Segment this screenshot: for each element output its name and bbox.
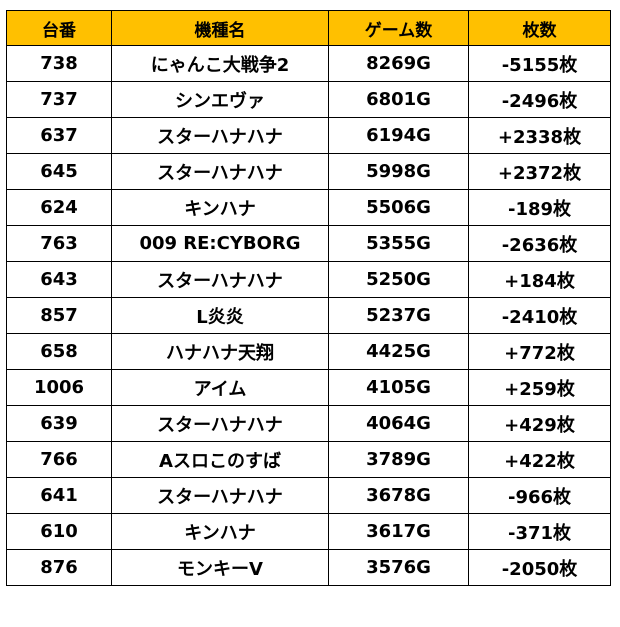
- game-count-cell: 5998G: [328, 153, 469, 190]
- unit-number-cell: 624: [6, 189, 112, 226]
- coin-difference-cell: +429枚: [468, 405, 611, 442]
- table-row: 766 Aスロこのすば 3789G +422枚: [6, 441, 611, 478]
- unit-number-cell: 610: [6, 513, 112, 550]
- game-count-cell: 5506G: [328, 189, 469, 226]
- table-row: 738 にゃんこ大戦争2 8269G -5155枚: [6, 45, 611, 82]
- unit-number-cell: 658: [6, 333, 112, 370]
- table-row: 641 スターハナハナ 3678G -966枚: [6, 477, 611, 514]
- unit-number-cell: 643: [6, 261, 112, 298]
- coin-difference-cell: -2410枚: [468, 297, 611, 334]
- header-coin-difference: 枚数: [468, 10, 611, 46]
- game-count-cell: 8269G: [328, 45, 469, 82]
- model-name-cell: スターハナハナ: [111, 153, 329, 190]
- header-model-name: 機種名: [111, 10, 329, 46]
- game-count-cell: 4425G: [328, 333, 469, 370]
- game-count-cell: 5250G: [328, 261, 469, 298]
- model-name-cell: スターハナハナ: [111, 261, 329, 298]
- model-name-cell: 009 RE:CYBORG: [111, 225, 329, 262]
- coin-difference-cell: -371枚: [468, 513, 611, 550]
- model-name-cell: モンキーV: [111, 549, 329, 586]
- model-name-cell: ハナハナ天翔: [111, 333, 329, 370]
- game-count-cell: 3678G: [328, 477, 469, 514]
- unit-number-cell: 1006: [6, 369, 112, 406]
- unit-number-cell: 766: [6, 441, 112, 478]
- header-row: 台番 機種名 ゲーム数 枚数: [6, 10, 611, 46]
- model-name-cell: スターハナハナ: [111, 477, 329, 514]
- table-row: 658 ハナハナ天翔 4425G +772枚: [6, 333, 611, 370]
- coin-difference-cell: +2338枚: [468, 117, 611, 154]
- model-name-cell: スターハナハナ: [111, 405, 329, 442]
- table-row: 637 スターハナハナ 6194G +2338枚: [6, 117, 611, 154]
- table-row: 737 シンエヴァ 6801G -2496枚: [6, 81, 611, 118]
- coin-difference-cell: +259枚: [468, 369, 611, 406]
- coin-difference-cell: +184枚: [468, 261, 611, 298]
- model-name-cell: スターハナハナ: [111, 117, 329, 154]
- game-count-cell: 5237G: [328, 297, 469, 334]
- model-name-cell: Aスロこのすば: [111, 441, 329, 478]
- table-row: 876 モンキーV 3576G -2050枚: [6, 549, 611, 586]
- table-row: 643 スターハナハナ 5250G +184枚: [6, 261, 611, 298]
- table-row: 624 キンハナ 5506G -189枚: [6, 189, 611, 226]
- table-row: 1006 アイム 4105G +259枚: [6, 369, 611, 406]
- coin-difference-cell: -189枚: [468, 189, 611, 226]
- table-body: 738 にゃんこ大戦争2 8269G -5155枚 737 シンエヴァ 6801G -2496…: [6, 45, 611, 586]
- game-count-cell: 5355G: [328, 225, 469, 262]
- model-name-cell: キンハナ: [111, 513, 329, 550]
- model-name-cell: にゃんこ大戦争2: [111, 45, 329, 82]
- unit-number-cell: 857: [6, 297, 112, 334]
- coin-difference-cell: -966枚: [468, 477, 611, 514]
- model-name-cell: L炎炎: [111, 297, 329, 334]
- game-count-cell: 4064G: [328, 405, 469, 442]
- unit-number-cell: 763: [6, 225, 112, 262]
- table-row: 763 009 RE:CYBORG 5355G -2636枚: [6, 225, 611, 262]
- unit-number-cell: 737: [6, 81, 112, 118]
- coin-difference-cell: +2372枚: [468, 153, 611, 190]
- model-name-cell: キンハナ: [111, 189, 329, 226]
- game-count-cell: 3789G: [328, 441, 469, 478]
- results-sheet: 台番 機種名 ゲーム数 枚数 738 にゃんこ大戦争2 8269G -5155枚 737…: [6, 10, 611, 586]
- table-row: 610 キンハナ 3617G -371枚: [6, 513, 611, 550]
- table-row: 857 L炎炎 5237G -2410枚: [6, 297, 611, 334]
- coin-difference-cell: +422枚: [468, 441, 611, 478]
- unit-number-cell: 641: [6, 477, 112, 514]
- game-count-cell: 6801G: [328, 81, 469, 118]
- unit-number-cell: 876: [6, 549, 112, 586]
- game-count-cell: 3617G: [328, 513, 469, 550]
- table-row: 645 スターハナハナ 5998G +2372枚: [6, 153, 611, 190]
- unit-number-cell: 637: [6, 117, 112, 154]
- coin-difference-cell: -2050枚: [468, 549, 611, 586]
- unit-number-cell: 738: [6, 45, 112, 82]
- game-count-cell: 6194G: [328, 117, 469, 154]
- header-game-count: ゲーム数: [328, 10, 469, 46]
- game-count-cell: 3576G: [328, 549, 469, 586]
- model-name-cell: アイム: [111, 369, 329, 406]
- coin-difference-cell: +772枚: [468, 333, 611, 370]
- slot-results-table: 台番 機種名 ゲーム数 枚数 738 にゃんこ大戦争2 8269G -5155枚 737…: [6, 10, 611, 586]
- coin-difference-cell: -2636枚: [468, 225, 611, 262]
- table-row: 639 スターハナハナ 4064G +429枚: [6, 405, 611, 442]
- model-name-cell: シンエヴァ: [111, 81, 329, 118]
- unit-number-cell: 645: [6, 153, 112, 190]
- coin-difference-cell: -2496枚: [468, 81, 611, 118]
- header-unit-number: 台番: [6, 10, 112, 46]
- unit-number-cell: 639: [6, 405, 112, 442]
- game-count-cell: 4105G: [328, 369, 469, 406]
- coin-difference-cell: -5155枚: [468, 45, 611, 82]
